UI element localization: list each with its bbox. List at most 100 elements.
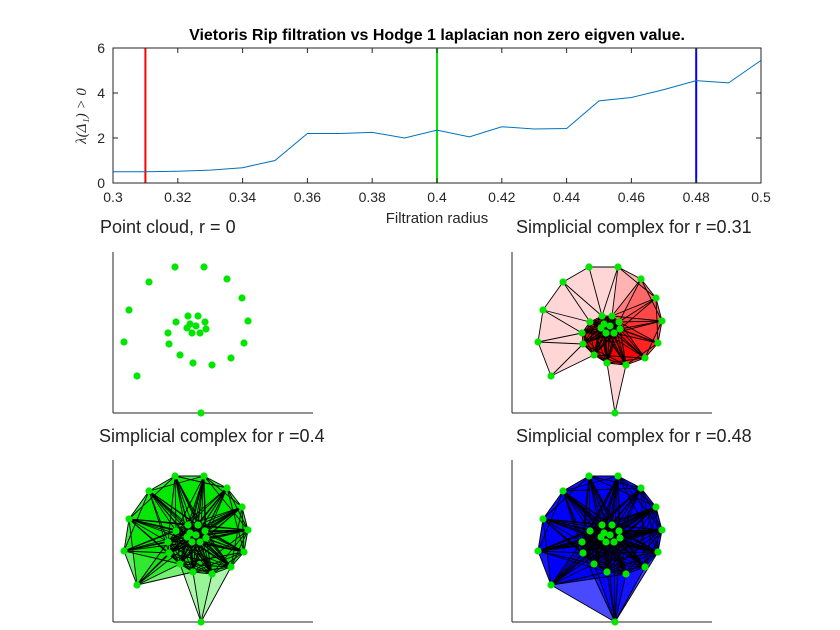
vertex-point (539, 515, 547, 523)
edge (611, 506, 657, 526)
edge (203, 475, 228, 489)
triangle (551, 553, 626, 585)
triangle (543, 476, 601, 537)
edge (205, 537, 232, 568)
vertex-point (240, 548, 248, 556)
edge (175, 475, 205, 532)
edge (243, 529, 249, 553)
edge (200, 566, 232, 623)
triangle (590, 476, 641, 531)
edge (640, 278, 657, 299)
tick-group: 0.3 0.32 0.34 0.36 0.38 0.4 0.42 0.44 0.46 0.48 0.… (97, 40, 771, 205)
edge (179, 551, 245, 565)
vertex-point (244, 526, 252, 534)
triangle (175, 476, 227, 538)
cloud-point (176, 351, 184, 359)
edge (582, 552, 616, 623)
edge (614, 364, 627, 414)
edge (128, 475, 176, 520)
edge (644, 506, 657, 568)
triangle (563, 488, 641, 542)
edge (593, 332, 615, 356)
vertex-point (559, 487, 567, 495)
triangle (612, 298, 656, 322)
vertex-point (534, 338, 542, 346)
edge (619, 328, 646, 359)
vertex-point (622, 361, 630, 369)
edge (640, 487, 646, 568)
triangle (149, 476, 204, 531)
triangle (589, 476, 656, 542)
eigenvalue-chart: Vietoris Rip filtration vs Hodge 1 lapla… (74, 27, 771, 227)
edge (562, 475, 590, 492)
edge (537, 550, 552, 586)
vertex-point (598, 521, 606, 529)
edge (581, 475, 590, 543)
triangle (610, 326, 658, 358)
vertex-point (539, 306, 547, 314)
triangle (619, 298, 658, 343)
edge (537, 341, 552, 377)
x-tick-label: 0.42 (488, 189, 515, 205)
vertex-point (227, 563, 235, 571)
edge (550, 573, 627, 586)
triangle (610, 326, 645, 365)
vertex-point (202, 534, 210, 542)
triangle (149, 476, 192, 542)
triangle (196, 507, 244, 552)
edge (581, 541, 595, 565)
triangle (124, 542, 180, 564)
vertex-point (164, 538, 172, 546)
vertices (534, 263, 666, 417)
edge (593, 563, 616, 623)
edge (562, 266, 590, 283)
triangle (563, 282, 602, 322)
triangle (129, 491, 176, 531)
x-tick-label: 0.38 (359, 189, 386, 205)
edge (655, 297, 663, 322)
triangle (129, 476, 190, 533)
cloud-point (188, 329, 196, 337)
vertex-point (610, 538, 618, 546)
triangle (543, 491, 602, 525)
edge (618, 297, 657, 323)
edge (588, 266, 603, 317)
vertex-point (547, 372, 555, 380)
edge (123, 541, 193, 552)
vertex-point (600, 320, 608, 328)
triangle (589, 476, 641, 542)
triangle (149, 476, 204, 525)
triangle (190, 476, 227, 533)
cloud-point (125, 306, 133, 314)
edge (148, 475, 176, 492)
vertex-point (658, 526, 666, 534)
triangle (205, 507, 242, 567)
triangle (124, 531, 176, 585)
edge (593, 354, 646, 359)
x-axis-label: Filtration radius (386, 210, 489, 227)
x-tick-label: 0.36 (294, 189, 321, 205)
edge (197, 506, 243, 526)
vertex-point (606, 322, 614, 330)
triangle (198, 476, 242, 525)
triangle (589, 476, 656, 538)
edge (657, 529, 663, 553)
edge (640, 487, 657, 508)
vertex-point (176, 560, 184, 568)
triangle (612, 476, 662, 530)
triangle (124, 551, 169, 585)
triangle (190, 507, 244, 552)
edge (230, 529, 249, 568)
edge (655, 506, 663, 531)
edge (618, 278, 642, 323)
triangle (175, 476, 198, 535)
x-tick-label: 0.4 (427, 189, 447, 205)
vertex-point (200, 472, 208, 480)
vertex-point (654, 339, 662, 347)
edge (601, 487, 642, 526)
x-tick-label: 0.5 (751, 189, 771, 205)
edge (562, 490, 595, 565)
edge (589, 475, 619, 532)
triangle (563, 476, 618, 525)
triangle (538, 519, 590, 551)
